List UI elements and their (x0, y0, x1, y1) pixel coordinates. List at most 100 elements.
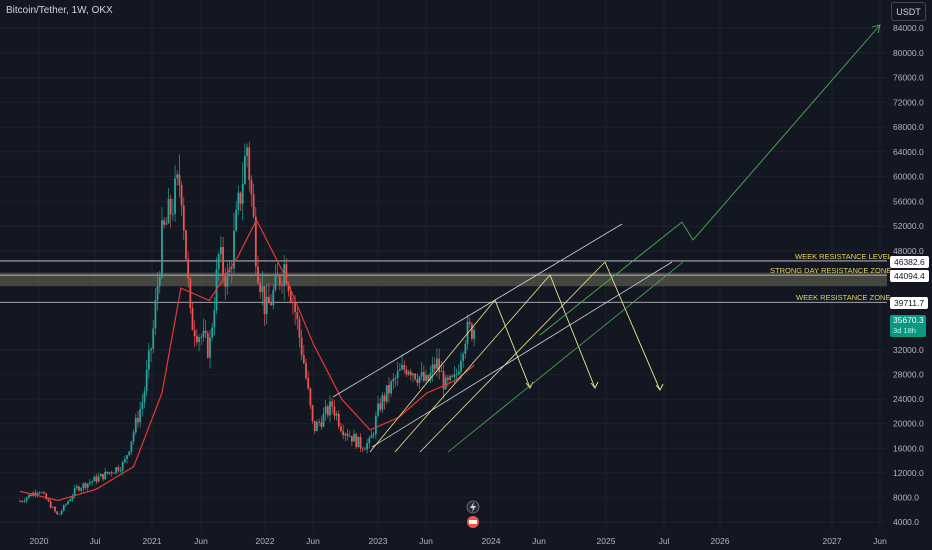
candle-body (21, 501, 24, 502)
y-tick-label: 84000.0 (893, 23, 924, 33)
candle-body (230, 267, 233, 269)
candle-body (337, 413, 340, 427)
currency-selector[interactable]: USDT (891, 2, 926, 21)
candle-body (51, 507, 54, 508)
green-arrow-head (871, 24, 881, 34)
candle-body (309, 388, 312, 406)
strong-day-resistance-zone-label: STRONG DAY RESISTANCE ZONE (770, 266, 892, 275)
candle-body (316, 421, 318, 432)
candle-body (292, 301, 294, 303)
candle-body (19, 501, 21, 502)
candle-body (80, 488, 83, 491)
candle-body (313, 420, 316, 432)
projection-line (394, 274, 551, 453)
candle-body (394, 378, 397, 379)
candle-body (43, 492, 45, 494)
candle-body (108, 472, 111, 474)
candle-body (322, 413, 325, 427)
candle-body (224, 274, 227, 287)
channel-lower-line (371, 261, 673, 448)
y-tick-label: 20000.0 (893, 419, 924, 429)
candle-body (69, 499, 72, 502)
candle-body (278, 276, 281, 285)
candle-body (113, 472, 115, 474)
candle-body (134, 417, 137, 433)
candle-body (298, 319, 301, 338)
candle-body (274, 274, 277, 290)
candle-body (222, 247, 224, 275)
x-tick-label: 2025 (597, 536, 616, 546)
x-tick-label: Jun (532, 536, 546, 546)
flash-icon-glyph (470, 502, 476, 512)
candle-body (165, 223, 168, 225)
candle-body (451, 375, 454, 377)
candle-body (377, 403, 379, 417)
candle-body (331, 401, 334, 407)
green-projection-line (539, 24, 881, 336)
candle-body (30, 494, 32, 497)
candle-body (121, 462, 124, 471)
candle-body (187, 259, 190, 279)
candle-body (95, 476, 98, 482)
candle-body (320, 422, 323, 427)
x-tick-label: Jun (873, 536, 887, 546)
moving-average-line (19, 218, 475, 502)
candle-body (178, 174, 181, 186)
candle-body (198, 337, 200, 343)
candle-body (311, 405, 314, 421)
y-tick-label: 28000.0 (893, 370, 924, 380)
y-tick-label: 72000.0 (893, 97, 924, 107)
candle-body (47, 499, 50, 502)
candle-body (361, 448, 364, 450)
candle-body (254, 216, 257, 267)
y-tick-label: 48000.0 (893, 246, 924, 256)
candle-body (193, 330, 196, 337)
candle-body (263, 286, 266, 315)
candle-body (427, 375, 430, 381)
candle-body (213, 310, 216, 328)
candle-body (446, 377, 449, 380)
x-tick-label: 2020 (30, 536, 49, 546)
candle-body (152, 328, 155, 349)
candle-body (128, 451, 131, 456)
candle-body (217, 254, 220, 270)
candle-body (272, 289, 275, 306)
candle-body (34, 492, 37, 495)
candle-body (287, 283, 290, 292)
candle-body (261, 286, 264, 292)
price-tag-week-resistance-zone: 39711.7 (890, 297, 929, 309)
week-resistance-zone-label: WEEK RESISTANCE ZONE (796, 293, 891, 302)
x-tick-label: 2027 (823, 536, 842, 546)
candle-body (342, 431, 345, 436)
candle-body (38, 492, 41, 494)
candle-body (307, 377, 310, 389)
candle-body (403, 364, 406, 370)
candle-body (27, 494, 30, 498)
candle-body (23, 500, 26, 502)
candle-body (97, 476, 100, 482)
candle-body (350, 435, 353, 442)
candle-body (171, 213, 174, 215)
candle-body (71, 496, 74, 500)
candle-body (246, 147, 248, 157)
candle-body (326, 406, 329, 416)
candle-body (436, 358, 438, 369)
candle-body (139, 409, 142, 423)
candle-body (302, 355, 305, 364)
candle-body (75, 486, 78, 489)
projection-down-arrow (549, 274, 596, 389)
candle-body (414, 373, 417, 380)
x-tick-label: Jul (659, 536, 670, 546)
candle-body (132, 432, 135, 442)
y-tick-label: 16000.0 (893, 443, 924, 453)
arrow-head (590, 381, 599, 389)
candle-body (396, 370, 399, 379)
candle-body (259, 282, 262, 292)
candle-body (130, 441, 133, 452)
price-tag-week-resistance-level: 46382.6 (890, 256, 929, 268)
candle-body (455, 374, 458, 376)
candle-body (383, 395, 386, 402)
candle-body (49, 501, 52, 508)
candle-body (353, 434, 355, 442)
